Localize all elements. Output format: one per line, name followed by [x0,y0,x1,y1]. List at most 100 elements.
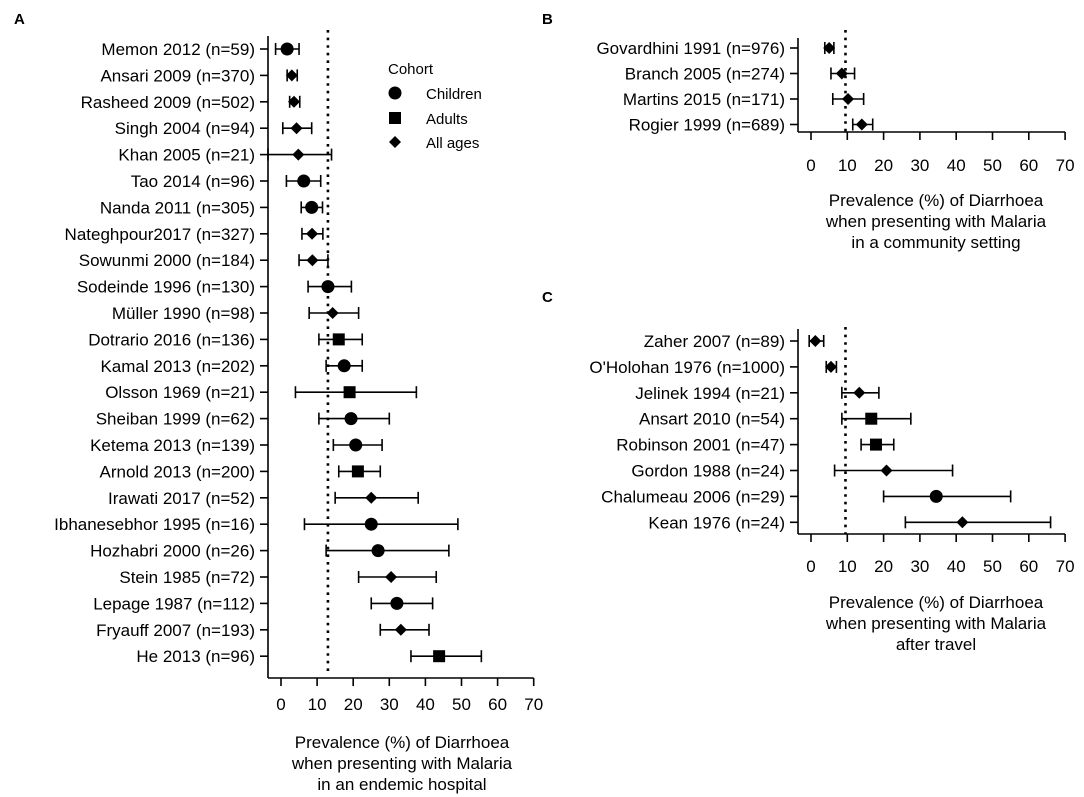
point-estimate-diamond [956,516,969,529]
legend-item-children: Children [388,86,482,103]
study-label: Rasheed 2009 (n=502) [81,93,255,112]
point-estimate-diamond [292,148,305,161]
point-estimate-circle [344,412,358,426]
x-tick-label: 30 [380,695,399,714]
study-label: Fryauff 2007 (n=193) [96,621,255,640]
point-estimate-diamond [809,335,822,347]
study-row: Arnold 2013 (n=200) [100,462,382,481]
study-row: Jelinek 1994 (n=21) [635,384,880,403]
panel-a: A 0 10 20 30 40 50 60 70 Prevalence (%) of Diarrh… [14,11,543,794]
x-tick-label: 70 [1056,557,1075,576]
x-tick-label: 10 [838,557,857,576]
x-tick-label: 10 [838,156,857,175]
study-row: Irawati 2017 (n=52) [108,489,419,508]
x-tick-label: 20 [344,695,363,714]
x-tick-label: 70 [524,695,543,714]
study-label: Nanda 2011 (n=305) [100,198,255,217]
study-row: Branch 2005 (n=274) [625,65,856,84]
study-label: Dotrario 2016 (n=136) [88,330,255,349]
study-row: Müller 1990 (n=98) [112,304,360,323]
point-estimate-square [332,333,345,346]
study-row: Tao 2014 (n=96) [131,172,322,191]
study-row: Stein 1985 (n=72) [119,568,438,587]
study-label: Martins 2015 (n=171) [623,90,785,109]
study-row: Memon 2012 (n=59) [101,40,300,59]
x-axis-title: Prevalence (%) of Diarrhoea [829,593,1044,612]
study-label: Ansari 2009 (n=370) [100,66,255,85]
study-label: Ibhanesebhor 1995 (n=16) [54,515,255,534]
point-estimate-square [343,386,356,399]
study-row: Sodeinde 1996 (n=130) [77,278,353,297]
legend-label-children: Children [426,86,482,103]
study-row: Sheiban 1999 (n=62) [96,410,391,429]
study-row: Dotrario 2016 (n=136) [88,330,364,349]
legend-label-adults: Adults [426,111,468,128]
study-label: Branch 2005 (n=274) [625,65,785,84]
x-tick-label: 50 [983,557,1002,576]
x-tick-label: 0 [806,557,815,576]
x-tick-label: 50 [452,695,471,714]
x-tick-label: 0 [806,156,815,175]
x-tick-label: 30 [910,156,929,175]
study-row: Kamal 2013 (n=202) [100,357,364,376]
legend-item-adults: Adults [389,111,468,128]
x-tick-label: 50 [983,156,1002,175]
legend-marker-circle [388,86,402,100]
study-row: Ibhanesebhor 1995 (n=16) [54,515,459,534]
point-estimate-square [351,465,364,478]
point-estimate-diamond [855,118,868,131]
point-estimate-square [865,412,878,425]
point-estimate-circle [371,544,385,558]
point-estimate-diamond [853,386,866,399]
point-estimate-diamond [880,464,893,477]
study-row: Hozhabri 2000 (n=26) [90,542,450,561]
x-tick-label: 60 [1019,156,1038,175]
legend: Cohort Children Adults All ages [388,61,482,152]
panel-c: C 0 10 20 30 40 50 60 70 Prevalence (%) of Diarrh… [542,289,1075,654]
legend-marker-square [389,112,401,124]
point-estimate-square [433,650,446,663]
study-label: He 2013 (n=96) [136,647,255,666]
study-label: Khan 2005 (n=21) [118,146,255,165]
x-axis-title: Prevalence (%) of Diarrhoea [829,191,1044,210]
study-row: Fryauff 2007 (n=193) [96,621,430,640]
x-axis-title: after travel [896,635,976,654]
x-axis-title: in an endemic hospital [317,775,486,794]
point-estimate-diamond [835,67,848,80]
study-label: Gordon 1988 (n=24) [631,462,785,481]
legend-label-all-ages: All ages [426,135,479,152]
point-estimate-circle [364,517,378,531]
study-label: Hozhabri 2000 (n=26) [90,542,255,561]
study-label: Sodeinde 1996 (n=130) [77,278,255,297]
point-estimate-diamond [287,95,300,108]
x-axis-title: when presenting with Malaria [291,754,513,773]
study-label: Chalumeau 2006 (n=29) [601,487,785,506]
study-row: Singh 2004 (n=94) [115,119,313,138]
study-label: Govardhini 1991 (n=976) [596,39,785,58]
study-row: Kean 1976 (n=24) [648,513,1052,532]
x-axis-title: in a community setting [851,233,1020,252]
study-row: Rasheed 2009 (n=502) [81,93,301,112]
point-estimate-diamond [285,69,298,82]
study-label: Jelinek 1994 (n=21) [635,384,785,403]
x-tick-label: 20 [874,557,893,576]
study-label: Sowunmi 2000 (n=184) [79,251,255,270]
point-estimate-circle [280,42,294,56]
point-estimate-diamond [290,122,303,135]
study-row: Nateghpour2017 (n=327) [65,225,324,244]
study-label: O'Holohan 1976 (n=1000) [589,358,785,377]
point-estimate-diamond [824,360,837,373]
panel-b: B 0 10 20 30 40 50 60 70 Prevalence (%) of Diarrh… [542,11,1075,252]
x-tick-label: 40 [947,557,966,576]
study-label: Stein 1985 (n=72) [119,568,255,587]
study-label: Zaher 2007 (n=89) [644,332,785,351]
study-label: Rogier 1999 (n=689) [629,116,785,135]
point-estimate-diamond [394,623,407,636]
x-tick-label: 30 [910,557,929,576]
panel-label: A [14,11,25,28]
legend-marker-diamond [389,136,401,148]
study-row: Nanda 2011 (n=305) [100,198,324,217]
point-estimate-diamond [385,571,398,583]
study-row: Govardhini 1991 (n=976) [596,39,836,58]
